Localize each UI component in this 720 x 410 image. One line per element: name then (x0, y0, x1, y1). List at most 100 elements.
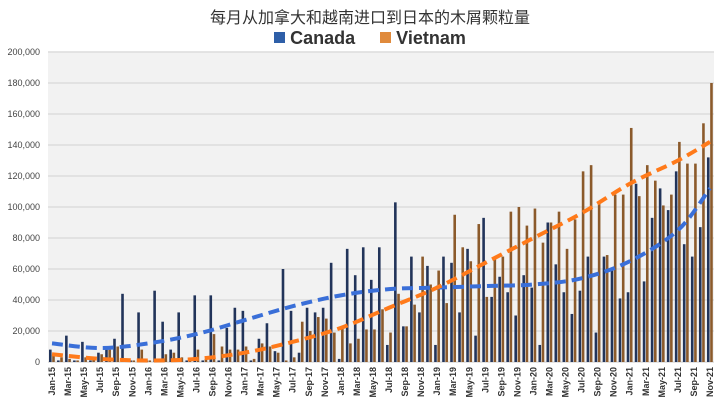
bar-vietnam (421, 256, 424, 362)
bar-canada (377, 247, 381, 362)
bar-vietnam (180, 357, 184, 362)
bar-vietnam (268, 346, 272, 362)
x-tick-label: Nov-16 (224, 367, 234, 397)
bar-vietnam (148, 360, 152, 362)
bar-vietnam (597, 202, 601, 362)
bar-vietnam (445, 303, 448, 362)
legend-swatch-vietnam (380, 32, 392, 43)
bar-vietnam (260, 343, 264, 362)
bar-vietnam (637, 196, 641, 362)
bar-canada (297, 352, 301, 362)
bar-vietnam (565, 248, 569, 362)
bar-vietnam (702, 123, 705, 362)
bar-vietnam (541, 242, 545, 362)
bar-canada (554, 264, 558, 362)
y-tick-label: 80,000 (12, 233, 40, 243)
y-tick-label: 140,000 (7, 140, 40, 150)
x-tick-label: May-21 (657, 367, 667, 398)
bar-vietnam (100, 354, 103, 362)
x-tick-label: Mar-17 (256, 367, 266, 396)
x-tick-label: Jul-21 (673, 367, 683, 393)
bar-canada (658, 188, 662, 362)
bar-canada (193, 295, 197, 362)
bar-vietnam (694, 163, 697, 362)
bar-canada (426, 265, 429, 362)
bar-canada (570, 313, 574, 362)
bar-canada (490, 296, 493, 362)
bar-vietnam (621, 194, 625, 362)
bar-canada (305, 307, 309, 362)
x-tick-label: May-17 (272, 367, 282, 398)
bar-canada (506, 292, 509, 362)
bar-vietnam (710, 83, 713, 362)
bar-canada (241, 310, 245, 362)
bar-vietnam (645, 165, 649, 362)
bar-vietnam (292, 357, 296, 362)
bar-vietnam (549, 222, 553, 362)
bar-canada (73, 360, 76, 362)
bar-canada (610, 270, 614, 362)
trendline-canada (51, 187, 712, 351)
bar-canada (562, 292, 566, 362)
bar-canada (530, 287, 534, 362)
x-tick-label: Sep-20 (593, 367, 603, 397)
bar-canada (690, 256, 694, 362)
bar-canada (674, 171, 678, 362)
x-tick-label: Nov-20 (609, 367, 619, 397)
bar-canada (137, 312, 140, 362)
x-tick-label: Sep-17 (304, 367, 314, 397)
bar-vietnam (429, 284, 432, 362)
bar-canada (538, 344, 542, 362)
bar-canada (345, 248, 349, 362)
bar-canada (249, 360, 253, 362)
legend-label-canada: Canada (290, 28, 356, 48)
bar-vietnam (461, 247, 465, 362)
bar-canada (361, 247, 365, 362)
y-tick-label: 180,000 (7, 78, 40, 88)
x-tick-label: Nov-21 (705, 367, 715, 397)
bar-vietnam (68, 358, 71, 362)
bar-vietnam (212, 334, 216, 362)
bar-canada (113, 338, 116, 362)
bar-canada (434, 344, 437, 362)
x-tick-label: Nov-17 (320, 367, 330, 397)
legend-label-vietnam: Vietnam (396, 28, 466, 48)
bar-vietnam (373, 329, 376, 362)
bar-vietnam (236, 349, 240, 362)
bar-vietnam (437, 270, 440, 362)
x-tick-label: Sep-16 (207, 367, 217, 397)
bar-vietnam (92, 358, 95, 362)
x-tick-label: May-15 (79, 367, 89, 398)
bar-vietnam (276, 352, 280, 362)
bar-vietnam (397, 293, 400, 362)
bar-vietnam (662, 205, 665, 362)
bar-canada (329, 262, 333, 362)
bar-canada (353, 275, 357, 362)
bar-vietnam (196, 349, 200, 362)
x-tick-label: Jan-17 (240, 367, 250, 396)
bar-canada (410, 256, 413, 362)
bar-canada (666, 210, 670, 362)
x-tick-label: Jul-18 (384, 367, 394, 393)
x-tick-label: Jan-20 (528, 367, 538, 396)
bar-vietnam (413, 304, 416, 362)
bar-canada (682, 244, 686, 362)
chart-title: 每月从加拿大和越南进口到日本的木屑颗粒量 (209, 8, 530, 27)
bar-vietnam (389, 332, 392, 362)
bar-canada (586, 256, 590, 362)
bar-vietnam (284, 360, 288, 362)
legend: Canada Vietnam (0, 28, 720, 49)
x-tick-label: Jul-17 (288, 367, 298, 393)
bar-vietnam (670, 194, 673, 362)
bar-vietnam (52, 354, 55, 362)
x-tick-label: Sep-15 (111, 367, 121, 397)
bar-vietnam (349, 343, 352, 362)
bar-canada (225, 327, 229, 362)
bar-canada (201, 360, 205, 362)
bar-canada (65, 335, 68, 362)
bar-vietnam (76, 360, 79, 362)
trendline-vietnam (51, 140, 711, 363)
x-tick-label: Mar-15 (63, 367, 73, 396)
bar-canada (442, 256, 445, 362)
